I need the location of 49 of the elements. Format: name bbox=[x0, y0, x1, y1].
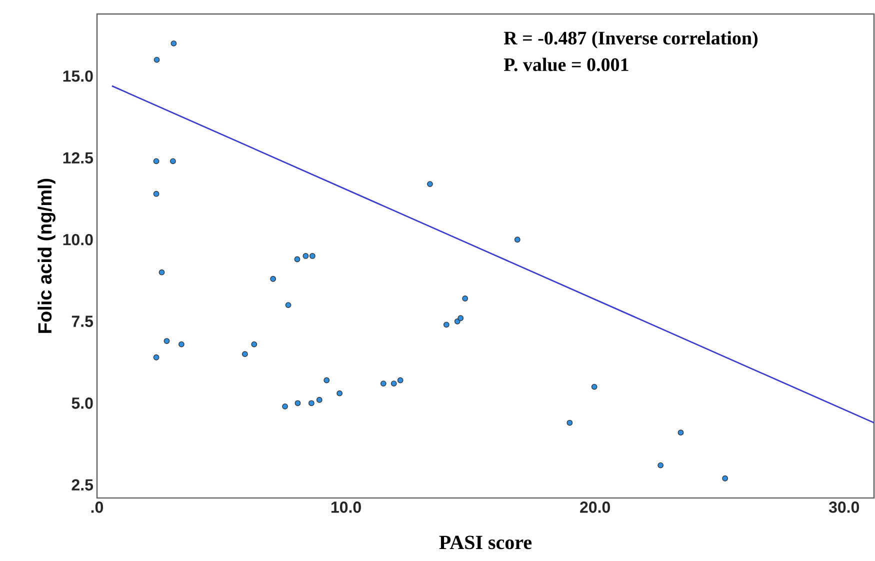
point bbox=[316, 396, 322, 403]
point bbox=[242, 351, 248, 358]
x-axis-title: PASI score bbox=[439, 536, 532, 550]
point bbox=[154, 56, 160, 63]
point bbox=[164, 338, 170, 344]
point bbox=[153, 190, 160, 197]
point bbox=[566, 420, 573, 426]
point bbox=[251, 341, 258, 348]
y-tick-label: 12.5 bbox=[63, 152, 94, 164]
point bbox=[282, 403, 288, 410]
point bbox=[170, 40, 177, 46]
y-tick-label: 7.5 bbox=[72, 316, 94, 327]
annotation: R = -0.487 (Inverse correlation) bbox=[504, 31, 758, 48]
point bbox=[178, 341, 184, 348]
x-tick-label: 20.0 bbox=[580, 502, 610, 513]
point bbox=[324, 377, 330, 384]
point bbox=[294, 256, 300, 262]
point bbox=[427, 181, 433, 187]
point bbox=[380, 380, 386, 386]
point bbox=[443, 322, 450, 328]
point bbox=[294, 400, 301, 406]
point bbox=[302, 253, 309, 259]
point bbox=[458, 315, 464, 322]
point bbox=[722, 475, 728, 482]
y-tick-label: 10.0 bbox=[63, 234, 93, 246]
y-tick-label: 2.5 bbox=[72, 479, 94, 491]
point bbox=[336, 390, 343, 396]
point bbox=[462, 296, 468, 302]
point bbox=[397, 377, 404, 384]
point bbox=[270, 276, 276, 282]
point bbox=[390, 380, 397, 386]
annotation: P. value = 0.001 bbox=[504, 58, 628, 72]
x-tick-label: .0 bbox=[91, 502, 104, 513]
x-tick-label: 30.0 bbox=[828, 502, 860, 513]
point bbox=[153, 158, 160, 164]
point bbox=[514, 236, 520, 243]
point bbox=[153, 354, 160, 360]
x-tick-label: 10.0 bbox=[331, 502, 361, 513]
point bbox=[170, 158, 176, 164]
point bbox=[158, 269, 165, 276]
point bbox=[285, 302, 292, 308]
point bbox=[308, 400, 314, 406]
point bbox=[658, 462, 664, 468]
point bbox=[591, 384, 598, 390]
y-tick-label: 15.0 bbox=[63, 70, 93, 82]
y-axis-title: Folic acid (ng/ml) bbox=[38, 178, 56, 333]
point bbox=[678, 430, 684, 436]
point bbox=[309, 253, 316, 259]
y-tick-label: 5.0 bbox=[72, 397, 93, 409]
